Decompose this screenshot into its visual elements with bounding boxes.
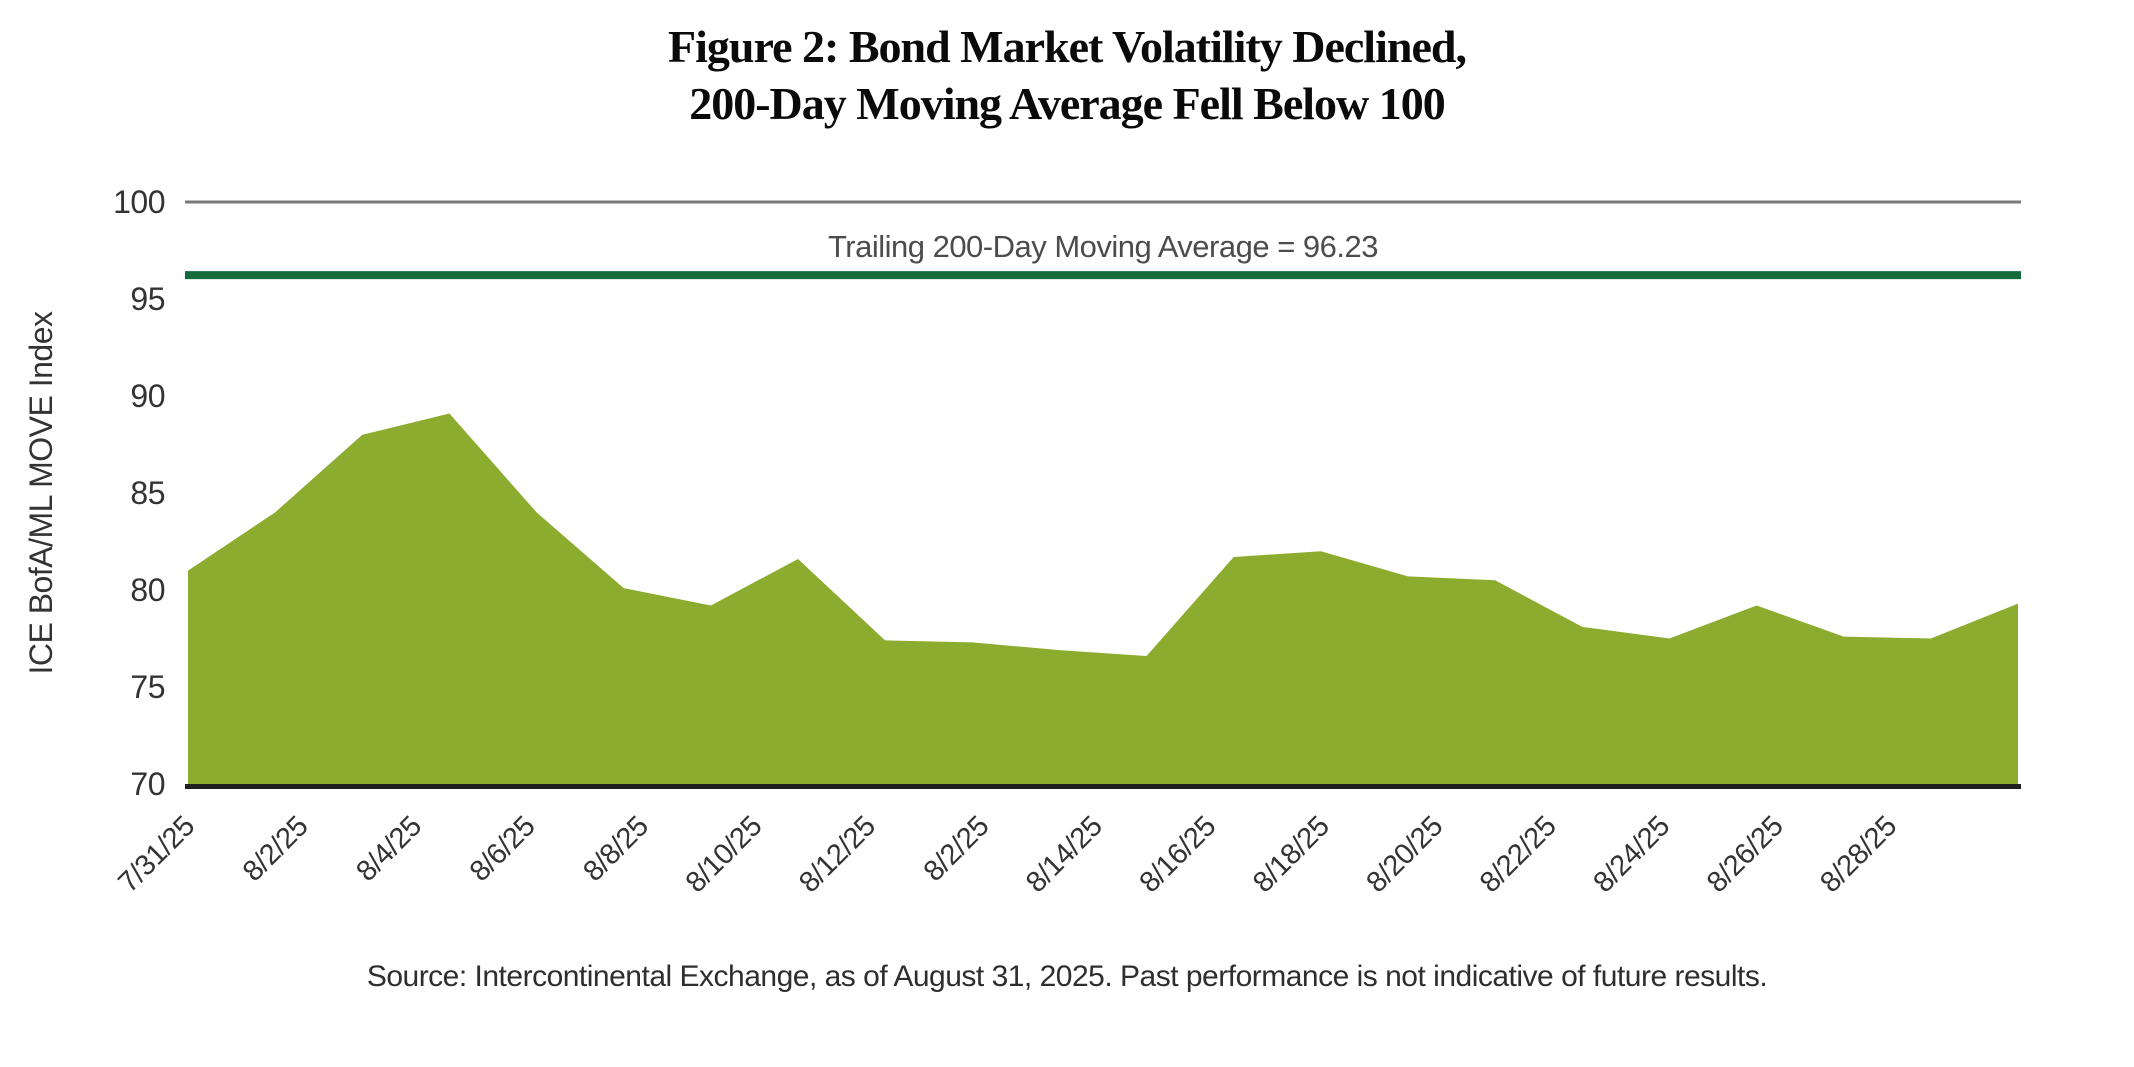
y-tick-label: 95 <box>130 281 165 317</box>
x-tick-label: 8/6/25 <box>464 810 542 888</box>
figure-title-line2: 200-Day Moving Average Fell Below 100 <box>689 78 1446 129</box>
y-tick-label: 90 <box>130 378 165 414</box>
y-tick-label: 85 <box>130 475 165 511</box>
figure-title-line1: Figure 2: Bond Market Volatility Decline… <box>668 21 1467 72</box>
area-series <box>188 413 2018 786</box>
x-tick-label: 8/20/25 <box>1361 810 1450 899</box>
y-axis-title: ICE BofA/ML MOVE Index <box>23 311 59 675</box>
x-tick-label: 8/2/25 <box>918 810 996 888</box>
x-tick-label: 8/24/25 <box>1587 810 1676 899</box>
source-note: Source: Intercontinental Exchange, as of… <box>366 960 1768 993</box>
x-tick-label: 8/4/25 <box>350 810 428 888</box>
x-tick-label: 8/2/25 <box>237 810 315 888</box>
x-tick-label: 8/8/25 <box>577 810 655 888</box>
x-tick-label: 8/18/25 <box>1247 810 1336 899</box>
y-tick-label: 80 <box>130 572 165 608</box>
x-tick-label: 7/31/25 <box>112 810 201 899</box>
y-tick-label: 75 <box>130 669 165 705</box>
x-tick-label: 8/12/25 <box>793 810 882 899</box>
x-tick-label: 8/28/25 <box>1814 810 1903 899</box>
x-tick-label: 8/26/25 <box>1701 810 1790 899</box>
x-tick-label: 8/22/25 <box>1474 810 1563 899</box>
x-tick-label: 8/10/25 <box>680 810 769 899</box>
y-tick-label: 100 <box>113 184 165 220</box>
x-tick-label: 8/14/25 <box>1020 810 1109 899</box>
y-tick-label: 70 <box>130 766 165 802</box>
figure-title: Figure 2: Bond Market Volatility Decline… <box>0 18 2134 132</box>
moving-average-label: Trailing 200-Day Moving Average = 96.23 <box>828 229 1378 264</box>
x-tick-label: 8/16/25 <box>1134 810 1223 899</box>
